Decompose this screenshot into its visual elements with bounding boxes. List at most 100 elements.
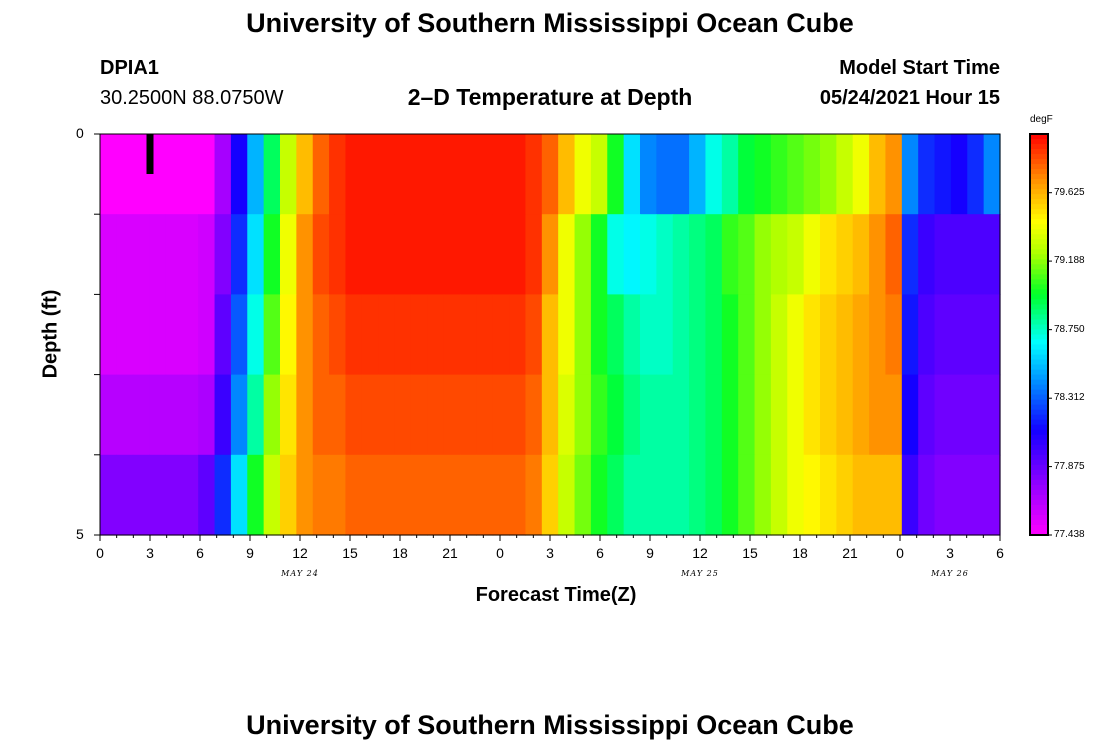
heatmap-cell [181,374,199,456]
heatmap-cell [640,214,657,295]
heatmap-cell [214,134,232,215]
heatmap-cell [885,294,903,376]
heatmap-cell [885,374,903,456]
heatmap-cell [312,454,330,536]
heatmap-cell [198,374,216,456]
x-tick-label: 3 [946,545,954,561]
heatmap-cell [492,214,510,295]
heatmap-cell [672,374,690,456]
heatmap-cell [574,134,592,215]
heatmap-cell [901,294,919,376]
colorbar-segment [1030,294,1048,301]
colorbar-segment [1030,244,1048,250]
colorbar-segment [1030,139,1048,145]
x-tick-label: 6 [196,545,204,561]
colorbar-segment [1030,329,1048,336]
colorbar-segment [1030,339,1048,346]
heatmap-cell [230,294,248,376]
heatmap-cell [361,374,379,456]
heatmap-cell [132,454,150,536]
heatmap-cell [509,134,527,215]
colorbar-segment [1030,179,1048,185]
colorbar-segment [1030,464,1048,471]
heatmap-cell [672,454,690,536]
heatmap-cell [623,454,641,536]
heatmap-cell [329,454,347,536]
heatmap-cell [590,374,608,456]
heatmap-cell [132,374,150,456]
colorbar-segment [1030,134,1048,140]
colorbar-segment [1030,344,1048,351]
colorbar-segment [1030,274,1048,280]
heatmap-cell [247,294,265,376]
heatmap-cell [607,374,625,456]
colorbar-segment [1030,194,1048,200]
heatmap-cell [672,134,690,215]
x-tick-label: 0 [496,545,504,561]
heatmap-cell [312,374,330,456]
heatmap-cell [361,134,379,215]
heatmap-cell [820,214,837,295]
heatmap-cell [541,454,559,536]
heatmap-cell [410,214,428,295]
colorbar-segment [1030,499,1048,506]
colorbar-segment [1030,324,1048,331]
heatmap-cell [149,454,167,536]
colorbar-segment [1030,239,1048,245]
heatmap-cell [263,134,281,215]
x-tick-label: 0 [896,545,904,561]
heatmap-cell [640,294,657,376]
heatmap-cell [950,454,968,536]
heatmap-cell [918,134,936,215]
heatmap-cell [640,454,657,536]
colorbar-segment [1030,394,1048,401]
x-tick-label: 21 [442,545,458,561]
colorbar-segment [1030,434,1048,441]
heatmap-cell [443,294,461,376]
heatmap-cell [476,454,494,536]
heatmap-cell [656,374,674,456]
heatmap-cell [918,454,936,536]
heatmap-cell [770,294,788,376]
heatmap-cell [721,454,739,536]
heatmap-cell [361,294,379,376]
heatmap-cell [181,214,199,295]
colorbar-frame [1029,133,1049,536]
heatmap-cell [378,294,396,376]
heatmap-cell [100,454,117,536]
heatmap-cell [934,214,952,295]
colorbar-segment [1030,489,1048,496]
heatmap-cell [247,374,265,456]
heatmap-cell [656,214,674,295]
heatmap-cell [492,374,510,456]
heatmap-cell [132,214,150,295]
heatmap-cell [852,214,870,295]
heatmap-cell [198,454,216,536]
date-label: MAY 24 [281,569,319,578]
heatmap-cell [558,374,576,456]
heatmap-cell [967,374,985,456]
colorbar-segment [1030,359,1048,366]
colorbar-segment [1030,524,1048,531]
heatmap-cells [100,134,1001,536]
heatmap-cell [754,374,772,456]
x-tick-label: 3 [146,545,154,561]
heatmap-cell [721,374,739,456]
colorbar-segment [1030,269,1048,275]
heatmap-cell [361,454,379,536]
heatmap-cell [934,134,952,215]
station-id: DPIA1 [100,57,159,79]
colorbar-segment [1030,159,1048,165]
heatmap-cell [525,374,543,456]
colorbar-segment [1030,199,1048,205]
colorbar-label: 78.750 [1054,323,1085,335]
y-tick-label: 5 [76,526,84,542]
colorbar-segment [1030,224,1048,230]
heatmap-cell [770,214,788,295]
heatmap-cell [427,214,445,295]
heatmap-cell [116,454,134,536]
date-label: MAY 25 [681,569,719,578]
heatmap-cell [296,214,314,295]
colorbar-segment [1030,519,1048,526]
